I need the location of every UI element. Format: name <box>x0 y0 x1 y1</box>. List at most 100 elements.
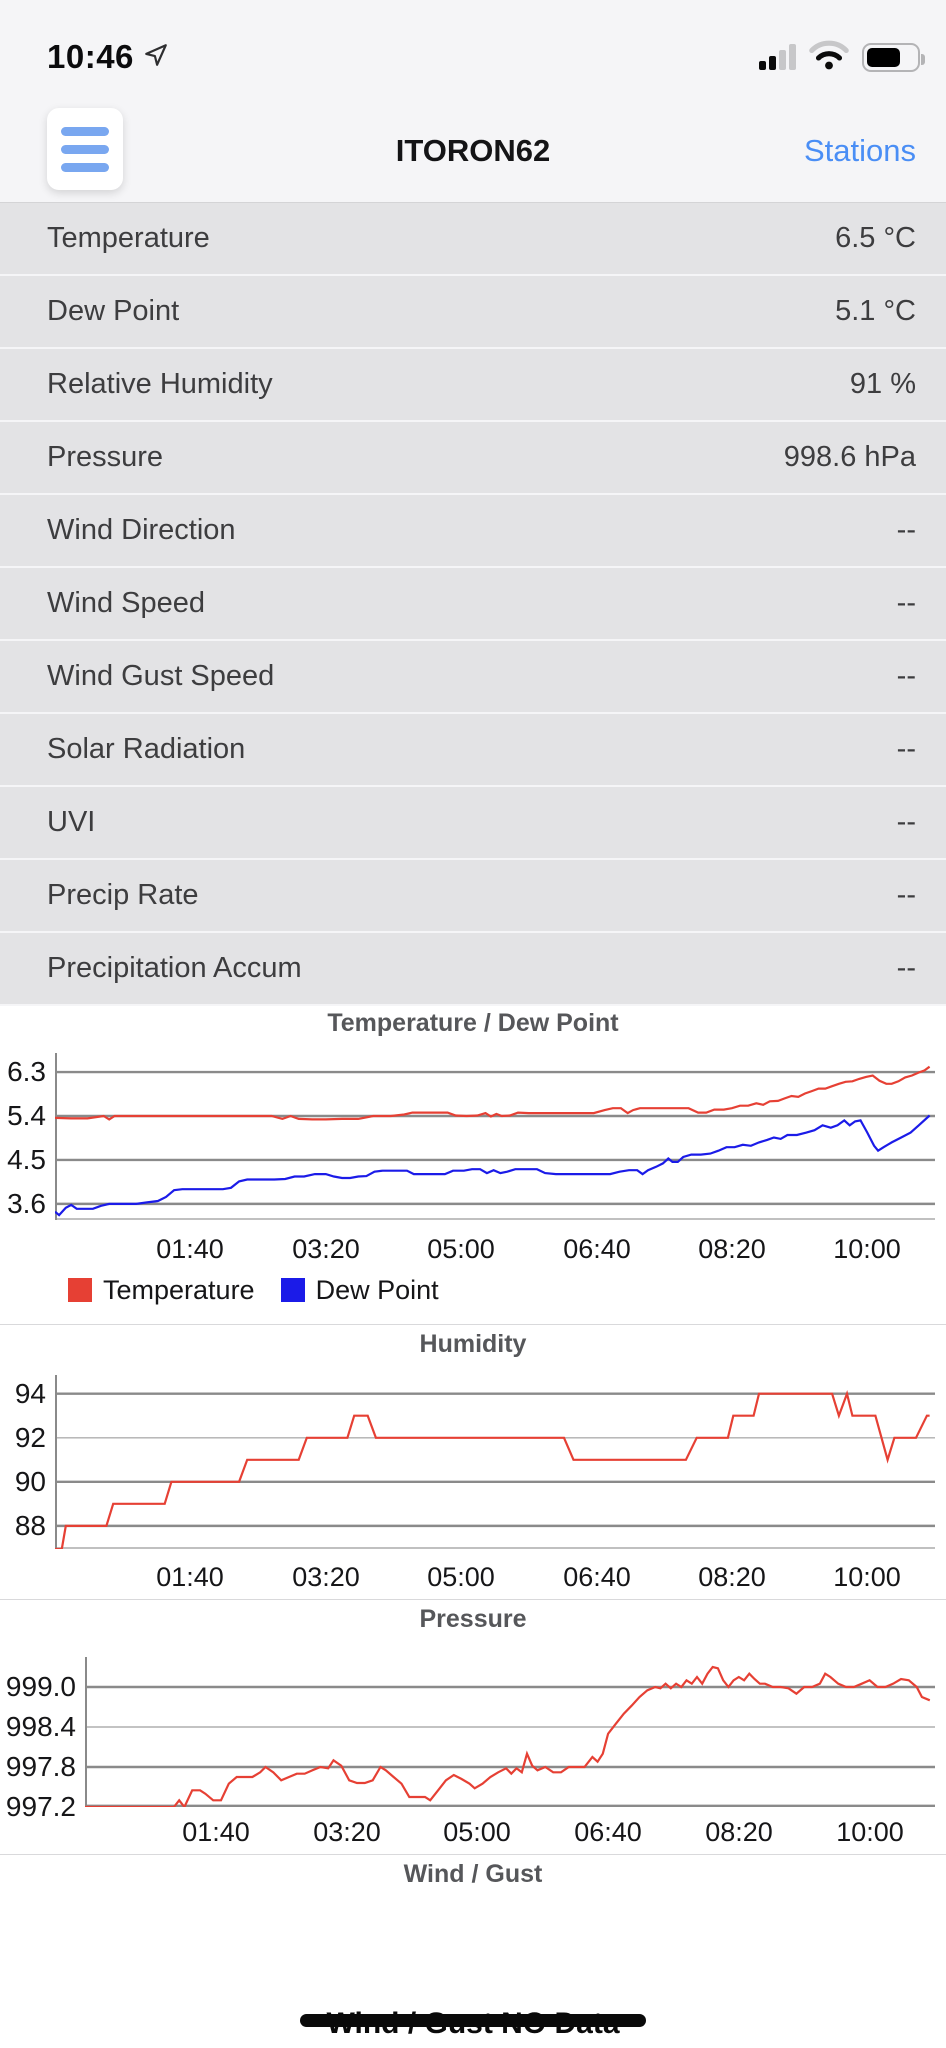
table-row: UVI -- <box>0 787 946 860</box>
location-arrow-icon <box>143 42 169 73</box>
table-row: Wind Gust Speed -- <box>0 641 946 714</box>
chart-plot-area <box>55 1375 935 1549</box>
legend-label: Dew Point <box>315 1274 439 1305</box>
y-axis-tick-label: 88 <box>14 1510 46 1541</box>
y-axis-tick-label: 998.4 <box>5 1711 76 1742</box>
x-axis-tick-label: 06:40 <box>574 1817 642 1847</box>
reading-label: Wind Gust Speed <box>47 660 275 692</box>
chart-title: Temperature / Dew Point <box>327 1009 619 1037</box>
reading-value: 998.6 hPa <box>783 441 916 473</box>
x-axis-tick-label: 01:40 <box>156 1234 224 1264</box>
reading-label: UVI <box>47 806 96 838</box>
table-row: Solar Radiation -- <box>0 714 946 787</box>
menu-button[interactable] <box>47 108 123 190</box>
wifi-icon <box>808 39 850 76</box>
reading-value: -- <box>896 952 916 984</box>
chart-legend: Temperature Dew Point <box>68 1274 946 1306</box>
reading-label: Solar Radiation <box>47 733 246 765</box>
chart-section-wind-gust: Wind / GustWind / Gust NO Data <box>0 1854 946 2041</box>
clock-time: 10:46 <box>47 38 134 75</box>
chart-title: Wind / Gust <box>403 1860 543 1888</box>
y-axis-tick-label: 4.5 <box>7 1144 46 1175</box>
legend-item: Temperature <box>68 1275 255 1306</box>
y-axis-tick-label: 6.3 <box>7 1056 46 1087</box>
x-axis-tick-label: 06:40 <box>563 1234 631 1264</box>
status-bar: 10:46 <box>0 0 946 100</box>
table-row: Dew Point 5.1 °C <box>0 276 946 349</box>
x-axis-tick-label: 03:20 <box>313 1817 381 1847</box>
x-axis-tick-label: 05:00 <box>427 1234 495 1264</box>
reading-value: -- <box>896 733 916 765</box>
chart-section-humidity: Humidity 94 92 90 88 01:40 03:20 05:00 06:40 08:2… <box>0 1324 946 1599</box>
series-line-dew-point <box>55 1114 931 1217</box>
y-axis-tick-label: 997.8 <box>5 1751 76 1782</box>
x-axis-tick-label: 01:40 <box>182 1817 250 1847</box>
legend-swatch <box>68 1278 92 1302</box>
reading-label: Dew Point <box>47 295 180 327</box>
x-axis-tick-label: 05:00 <box>443 1817 511 1847</box>
reading-label: Precipitation Accum <box>47 952 302 984</box>
y-axis-tick-label: 5.4 <box>7 1100 46 1131</box>
battery-fill <box>867 47 901 67</box>
series-line-humidity <box>55 1389 930 1549</box>
x-axis-tick-label: 08:20 <box>698 1234 766 1264</box>
reading-label: Precip Rate <box>47 879 199 911</box>
x-axis-tick-label: 06:40 <box>563 1562 631 1592</box>
y-axis-tick-label: 997.2 <box>5 1791 76 1822</box>
cellular-signal-icon <box>759 44 796 70</box>
series-line-pressure <box>85 1665 931 1807</box>
x-axis-tick-label: 08:20 <box>698 1562 766 1592</box>
table-row: Relative Humidity 91 % <box>0 349 946 422</box>
stations-link[interactable]: Stations <box>803 133 916 168</box>
x-axis-tick-label: 03:20 <box>292 1234 360 1264</box>
reading-value: -- <box>896 660 916 692</box>
reading-label: Relative Humidity <box>47 368 273 400</box>
reading-label: Temperature <box>47 222 210 254</box>
readings-table: Temperature 6.5 °C Dew Point 5.1 °C Relative… <box>0 202 946 1006</box>
legend-item: Dew Point <box>280 1274 439 1306</box>
reading-value: -- <box>896 587 916 619</box>
y-axis-tick-label: 92 <box>14 1422 46 1453</box>
reading-value: -- <box>896 514 916 546</box>
reading-value: 6.5 °C <box>835 222 916 254</box>
x-axis-tick-label: 03:20 <box>292 1562 360 1592</box>
charts-area: Temperature / Dew Point 6.3 5.4 4.5 3.6 01:40… <box>0 1006 946 2041</box>
table-row: Precipitation Accum -- <box>0 933 946 1006</box>
table-row: Pressure 998.6 hPa <box>0 422 946 495</box>
page-title: ITORON62 <box>395 133 551 168</box>
reading-value: 5.1 °C <box>835 295 916 327</box>
table-row: Precip Rate -- <box>0 860 946 933</box>
reading-label: Wind Direction <box>47 514 236 546</box>
table-row: Temperature 6.5 °C <box>0 203 946 276</box>
y-axis-tick-label: 999.0 <box>5 1671 76 1702</box>
reading-label: Wind Speed <box>47 587 205 619</box>
chart-plot-area <box>55 1053 935 1220</box>
x-axis-tick-label: 08:20 <box>705 1817 773 1847</box>
reading-value: -- <box>896 806 916 838</box>
battery-icon <box>862 42 925 72</box>
reading-label: Pressure <box>47 441 164 473</box>
table-row: Wind Speed -- <box>0 568 946 641</box>
chart-plot-area <box>85 1657 935 1807</box>
x-axis-tick-label: 10:00 <box>836 1817 904 1847</box>
x-axis-tick-label: 10:00 <box>833 1234 901 1264</box>
legend-label: Temperature <box>103 1274 255 1305</box>
y-axis-tick-label: 94 <box>14 1378 46 1409</box>
y-axis-tick-label: 3.6 <box>7 1188 46 1219</box>
reading-value: 91 % <box>849 368 916 400</box>
table-row: Wind Direction -- <box>0 495 946 568</box>
chart-title: Pressure <box>419 1605 527 1633</box>
home-indicator-bar <box>300 2014 646 2027</box>
nav-header: ITORON62 Stations <box>0 100 946 202</box>
chart-section-pressure: Pressure 999.0 998.4 997.8 997.2 01:40 03:20 05… <box>0 1599 946 1854</box>
x-axis-tick-label: 05:00 <box>427 1562 495 1592</box>
x-axis-tick-label: 01:40 <box>156 1562 224 1592</box>
reading-value: -- <box>896 879 916 911</box>
legend-swatch <box>280 1278 305 1302</box>
chart-section-temperature-dew-point: Temperature / Dew Point 6.3 5.4 4.5 3.6 01:40… <box>0 1006 946 1324</box>
hamburger-icon <box>61 126 109 136</box>
y-axis-tick-label: 90 <box>14 1466 46 1497</box>
x-axis-tick-label: 10:00 <box>833 1562 901 1592</box>
series-line-temperature <box>55 1065 931 1121</box>
